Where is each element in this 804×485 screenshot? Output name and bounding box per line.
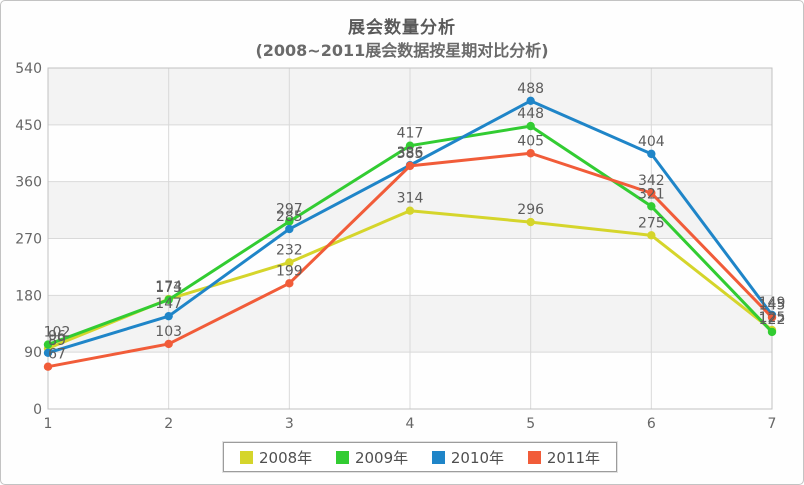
legend-label: 2008年 bbox=[259, 448, 313, 467]
series-point-2008年 bbox=[647, 231, 656, 240]
series-point-2011年 bbox=[647, 188, 656, 198]
value-label: 125 bbox=[759, 310, 786, 326]
x-axis-tick-label: 3 bbox=[285, 416, 294, 432]
value-label: 488 bbox=[517, 81, 544, 97]
series-point-2011年 bbox=[526, 149, 535, 158]
series-point-2011年 bbox=[285, 279, 294, 288]
value-label: 405 bbox=[517, 133, 544, 149]
legend-item-2011年[interactable]: 2011年 bbox=[527, 447, 600, 468]
value-label: 448 bbox=[517, 106, 544, 122]
x-axis-tick-label: 6 bbox=[647, 416, 656, 432]
y-axis-tick-label: 0 bbox=[33, 402, 42, 418]
value-label: 285 bbox=[276, 209, 303, 225]
value-label: 122 bbox=[759, 312, 786, 328]
series-point-2010年 bbox=[164, 311, 173, 321]
series-point-2009年 bbox=[647, 202, 656, 211]
value-label: 314 bbox=[397, 191, 424, 207]
chart-subtitle: (2008~2011展会数据按星期对比分析) bbox=[255, 41, 549, 60]
series-point-2011年 bbox=[767, 313, 777, 322]
legend-label: 2010年 bbox=[450, 448, 505, 467]
value-label: 321 bbox=[638, 186, 665, 202]
value-label: 297 bbox=[276, 201, 303, 217]
legend-swatch-2008年 bbox=[240, 450, 253, 464]
value-label: 386 bbox=[397, 145, 424, 161]
series-point-2008年 bbox=[285, 258, 294, 267]
value-label: 296 bbox=[517, 202, 544, 218]
value-label: 173 bbox=[155, 280, 182, 296]
series-point-2009年 bbox=[767, 327, 777, 337]
x-axis-tick-label: 7 bbox=[768, 416, 777, 432]
series-point-2008年 bbox=[526, 217, 535, 227]
legend-swatch-2009年 bbox=[335, 450, 349, 464]
legend-label: 2011年 bbox=[546, 448, 600, 467]
x-axis-tick-label: 1 bbox=[44, 416, 53, 432]
series-point-2009年 bbox=[526, 121, 535, 131]
y-axis-tick-label: 90 bbox=[24, 345, 42, 361]
value-label: 385 bbox=[397, 146, 424, 162]
chart-title: 展会数量分析 bbox=[348, 18, 456, 38]
series-point-2010年 bbox=[647, 149, 656, 159]
x-axis-tick-label: 4 bbox=[406, 416, 415, 432]
y-axis-tick-label: 540 bbox=[15, 61, 42, 77]
series-point-2011年 bbox=[43, 362, 53, 371]
series-point-2009年 bbox=[164, 295, 173, 304]
value-label: 404 bbox=[638, 134, 665, 150]
x-axis-tick-label: 5 bbox=[526, 416, 535, 432]
value-label: 149 bbox=[759, 295, 786, 311]
legend-label: 2009年 bbox=[354, 448, 409, 467]
value-label: 199 bbox=[276, 263, 303, 279]
x-axis-tick-label: 2 bbox=[164, 416, 173, 432]
value-label: 103 bbox=[155, 324, 182, 340]
y-axis-tick-label: 270 bbox=[15, 232, 42, 248]
series-point-2008年 bbox=[405, 206, 415, 215]
legend-item-2009年[interactable]: 2009年 bbox=[335, 447, 409, 468]
legend-item-2010年[interactable]: 2010年 bbox=[431, 447, 505, 468]
value-label: 147 bbox=[155, 296, 182, 312]
series-point-2011年 bbox=[164, 339, 173, 349]
legend-swatch-2011年 bbox=[527, 450, 541, 464]
value-label: 67 bbox=[48, 347, 66, 363]
legend-swatch-2010年 bbox=[431, 450, 445, 464]
value-label: 89 bbox=[48, 333, 66, 349]
legend: 2008年 2009年 2010年 2011年 bbox=[222, 441, 618, 473]
series-point-2010年 bbox=[285, 224, 294, 234]
value-label: 275 bbox=[638, 215, 665, 231]
series-point-2011年 bbox=[405, 161, 415, 171]
value-label: 102 bbox=[44, 325, 71, 341]
series-point-2010年 bbox=[43, 348, 53, 357]
y-axis-tick-label: 360 bbox=[15, 175, 42, 191]
value-label: 96 bbox=[48, 328, 66, 344]
legend-item-2008年[interactable]: 2008年 bbox=[240, 447, 312, 468]
value-label: 232 bbox=[276, 242, 303, 258]
value-label: 174 bbox=[155, 279, 182, 295]
y-axis-tick-label: 180 bbox=[15, 288, 42, 304]
series-point-2009年 bbox=[405, 141, 415, 150]
series-point-2010年 bbox=[526, 96, 535, 106]
value-label: 417 bbox=[397, 126, 424, 142]
series-point-2009年 bbox=[43, 340, 53, 349]
y-axis-tick-label: 450 bbox=[15, 118, 42, 134]
value-label: 145 bbox=[759, 297, 786, 313]
value-label: 342 bbox=[638, 173, 665, 189]
series-point-2009年 bbox=[285, 217, 294, 226]
plot-border bbox=[47, 67, 773, 410]
